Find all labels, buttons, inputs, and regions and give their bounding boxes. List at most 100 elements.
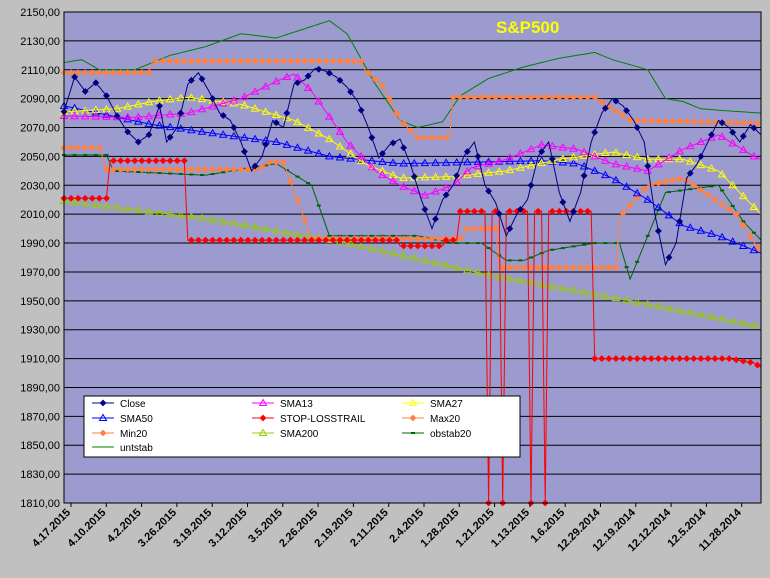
- data-point: [600, 156, 610, 164]
- data-point: [102, 104, 111, 113]
- data-point: [187, 107, 196, 116]
- data-point: [732, 210, 740, 218]
- data-point: [202, 165, 209, 173]
- data-point: [409, 186, 419, 195]
- data-point: [347, 88, 355, 96]
- data-point: [315, 57, 323, 65]
- data-point: [707, 164, 716, 172]
- data-point: [187, 76, 195, 84]
- data-point: [244, 236, 252, 244]
- data-point: [728, 180, 738, 189]
- data-point: [506, 93, 514, 101]
- data-point: [626, 355, 634, 363]
- data-point: [173, 165, 181, 173]
- data-point: [729, 128, 737, 136]
- data-point: [166, 165, 174, 173]
- legend-label: Max20: [430, 414, 460, 425]
- data-point: [67, 144, 75, 152]
- data-point: [441, 172, 451, 180]
- data-point: [187, 125, 196, 134]
- data-point: [601, 104, 609, 112]
- data-point: [357, 106, 365, 114]
- data-point: [123, 112, 133, 121]
- data-point: [728, 138, 738, 147]
- data-point: [123, 114, 133, 123]
- data-point: [400, 120, 408, 128]
- data-point: [697, 118, 705, 126]
- data-point: [520, 264, 528, 272]
- data-point: [612, 264, 620, 272]
- data-point: [99, 399, 107, 407]
- data-point: [230, 124, 238, 131]
- data-point: [195, 165, 202, 173]
- data-point: [279, 57, 287, 65]
- data-point: [749, 151, 759, 160]
- y-tick-label: 2050,00: [20, 151, 60, 163]
- data-point: [738, 145, 748, 153]
- data-point: [739, 132, 747, 140]
- data-point: [294, 197, 301, 204]
- y-tick-label: 2070,00: [20, 123, 60, 135]
- data-point: [315, 65, 323, 73]
- data-point: [70, 111, 79, 120]
- data-point: [654, 203, 663, 211]
- data-point: [250, 104, 260, 112]
- legend-item-close: Close: [92, 399, 146, 410]
- data-point: [240, 220, 249, 229]
- data-point: [329, 57, 337, 65]
- data-point: [251, 162, 259, 170]
- data-point: [165, 209, 175, 218]
- data-point: [526, 156, 536, 164]
- data-point: [506, 264, 514, 272]
- data-point: [414, 235, 422, 243]
- data-point: [421, 242, 429, 250]
- data-point: [379, 82, 386, 90]
- data-point: [506, 225, 514, 233]
- data-point: [324, 134, 334, 143]
- data-point: [218, 97, 228, 106]
- data-point: [474, 152, 482, 160]
- data-point: [176, 210, 186, 219]
- data-point: [166, 157, 174, 165]
- legend-item-stop-losstrail: STOP-LOSSTRAIL: [252, 414, 366, 425]
- data-point: [315, 236, 323, 244]
- data-point: [548, 155, 556, 163]
- data-point: [229, 218, 239, 227]
- data-point: [102, 110, 111, 118]
- data-point: [513, 264, 521, 272]
- data-point: [746, 233, 754, 240]
- data-point: [718, 201, 726, 208]
- data-point: [80, 199, 90, 207]
- data-point: [421, 134, 429, 142]
- data-point: [258, 163, 266, 171]
- data-point: [435, 235, 443, 243]
- data-point: [287, 236, 294, 244]
- data-point: [145, 157, 153, 165]
- data-point: [265, 236, 273, 244]
- data-point: [516, 205, 524, 213]
- data-point: [683, 355, 691, 363]
- data-point: [102, 112, 111, 120]
- data-point: [229, 131, 239, 140]
- data-point: [218, 217, 228, 225]
- data-point: [258, 57, 266, 65]
- series-close: [60, 65, 762, 267]
- data-point: [272, 57, 280, 65]
- data-point: [534, 207, 542, 215]
- data-point: [134, 138, 142, 146]
- data-point: [547, 282, 557, 290]
- y-tick-label: 2010,00: [20, 209, 60, 221]
- data-point: [420, 172, 430, 181]
- data-point: [218, 130, 228, 138]
- data-point: [711, 355, 719, 363]
- data-point: [287, 177, 294, 185]
- data-point: [570, 264, 577, 272]
- y-tick-label: 1850,00: [20, 440, 60, 452]
- data-point: [103, 69, 110, 77]
- data-point: [314, 128, 324, 137]
- data-point: [665, 254, 673, 261]
- data-point: [350, 57, 358, 65]
- data-point: [570, 93, 577, 101]
- data-point: [718, 119, 726, 127]
- data-point: [173, 57, 181, 65]
